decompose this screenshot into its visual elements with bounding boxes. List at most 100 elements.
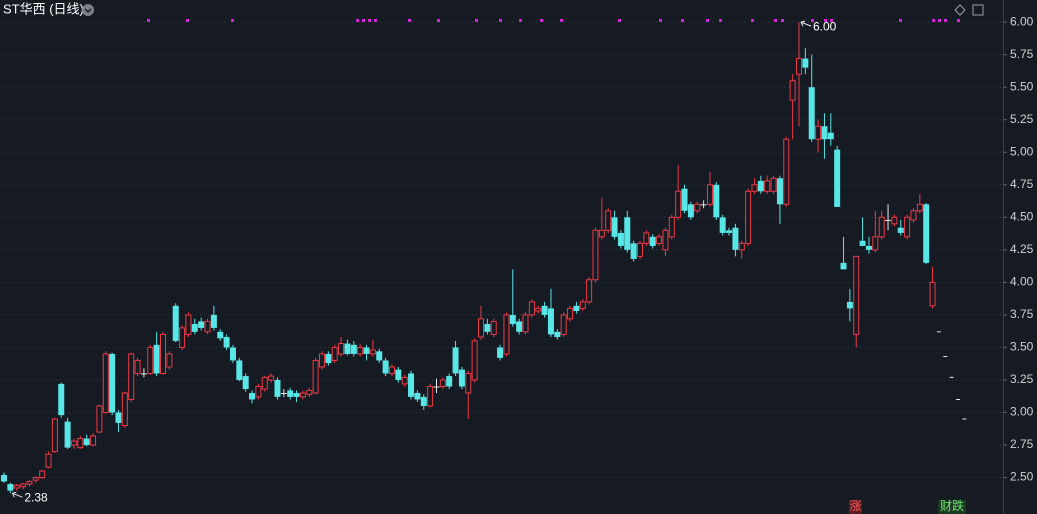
candle-body: [916, 203, 923, 212]
candle-body: [261, 376, 268, 390]
candle-body: [204, 320, 211, 333]
candle-body: [910, 210, 917, 221]
candle-body: [160, 333, 166, 374]
annotation-label: 2.38: [24, 490, 48, 504]
candle-body: [503, 314, 510, 355]
candle-body: [363, 347, 370, 354]
candle-body: [560, 314, 567, 335]
dropdown-icon[interactable]: [82, 4, 94, 16]
candle-body: [637, 242, 643, 257]
candle-body: [745, 190, 752, 244]
y-tick-label: 5.50: [1010, 79, 1034, 93]
candle-body: [681, 188, 688, 211]
candle-body: [687, 204, 694, 218]
candle-body: [923, 204, 930, 263]
candle-body: [668, 216, 675, 238]
candle-body: [210, 314, 217, 328]
candle-body: [535, 307, 542, 312]
candle-body: [656, 236, 663, 244]
candle-body: [242, 376, 249, 390]
candle-body: [128, 353, 135, 400]
candle-body: [420, 396, 427, 406]
candle-body: [172, 305, 179, 341]
candle-body: [554, 331, 561, 338]
candle-body: [1, 474, 7, 482]
candle-body: [70, 440, 77, 446]
candle-body: [783, 138, 790, 205]
panel-icon[interactable]: [972, 4, 984, 16]
candle-body: [738, 242, 745, 251]
candle-body: [541, 305, 548, 315]
candle-body: [465, 372, 472, 394]
candle-body: [675, 190, 682, 218]
candle-body: [904, 216, 911, 238]
candle-body: [147, 346, 154, 374]
y-tick-label: 4.00: [1010, 275, 1034, 289]
candle-body: [567, 307, 574, 320]
badge-bg: [938, 500, 966, 514]
candle-body: [280, 392, 287, 394]
y-tick-label: 3.00: [1010, 405, 1034, 419]
candle-body: [185, 314, 192, 335]
candle-body: [121, 392, 128, 427]
candle-body: [929, 281, 936, 307]
diamond-icon[interactable]: [954, 4, 966, 16]
candle-body: [153, 344, 160, 374]
candle-body: [490, 320, 497, 335]
candle-body: [319, 353, 325, 368]
candle-body: [427, 385, 434, 407]
candle-body: [796, 58, 802, 75]
candle-body: [51, 418, 58, 453]
candle-body: [166, 353, 173, 368]
candle-body: [433, 386, 440, 388]
candle-body: [897, 227, 904, 233]
candle-body: [732, 227, 739, 250]
candle-body: [229, 347, 236, 361]
candle-body: [357, 346, 364, 355]
y-tick-label: 6.00: [1010, 14, 1034, 28]
candle-body: [605, 210, 612, 231]
candle-body: [840, 262, 847, 270]
candle-body: [13, 484, 20, 489]
candle-body: [694, 203, 701, 212]
annotation-arrow: [800, 20, 812, 27]
candle-body: [293, 392, 300, 397]
candle-body: [401, 376, 408, 385]
candle-body: [115, 412, 122, 423]
candle-body: [39, 470, 46, 479]
candle-body: [643, 232, 650, 244]
annotation-label: 6.00: [813, 19, 837, 33]
chart-title: ST华西 (日线): [3, 1, 84, 16]
candle-body: [452, 347, 459, 374]
candle-body: [547, 308, 554, 335]
candle-body: [408, 373, 415, 397]
candle-body: [414, 392, 421, 400]
candle-body: [446, 376, 453, 387]
candle-body: [713, 184, 720, 218]
y-tick-label: 4.50: [1010, 209, 1034, 223]
candle-body: [223, 337, 230, 348]
badge-bg: [849, 500, 862, 514]
candle-body: [350, 344, 357, 354]
candle-body: [306, 389, 313, 395]
candle-body: [26, 480, 33, 485]
candle-body: [821, 126, 828, 140]
candle-body: [789, 80, 796, 101]
candle-body: [312, 359, 319, 394]
candle-body: [299, 392, 306, 398]
candle-body: [7, 484, 14, 491]
candle-body: [338, 343, 345, 355]
candle-body: [522, 314, 529, 333]
candle-body: [90, 435, 97, 446]
candle-body: [179, 327, 186, 348]
candle-body: [20, 483, 27, 488]
y-tick-label: 4.25: [1010, 242, 1034, 256]
candle-body: [58, 383, 65, 416]
badge: 财跌: [940, 498, 964, 513]
candle-body: [395, 369, 402, 380]
candle-body: [458, 369, 465, 387]
candle-body: [649, 236, 656, 246]
candle-body: [287, 390, 294, 397]
